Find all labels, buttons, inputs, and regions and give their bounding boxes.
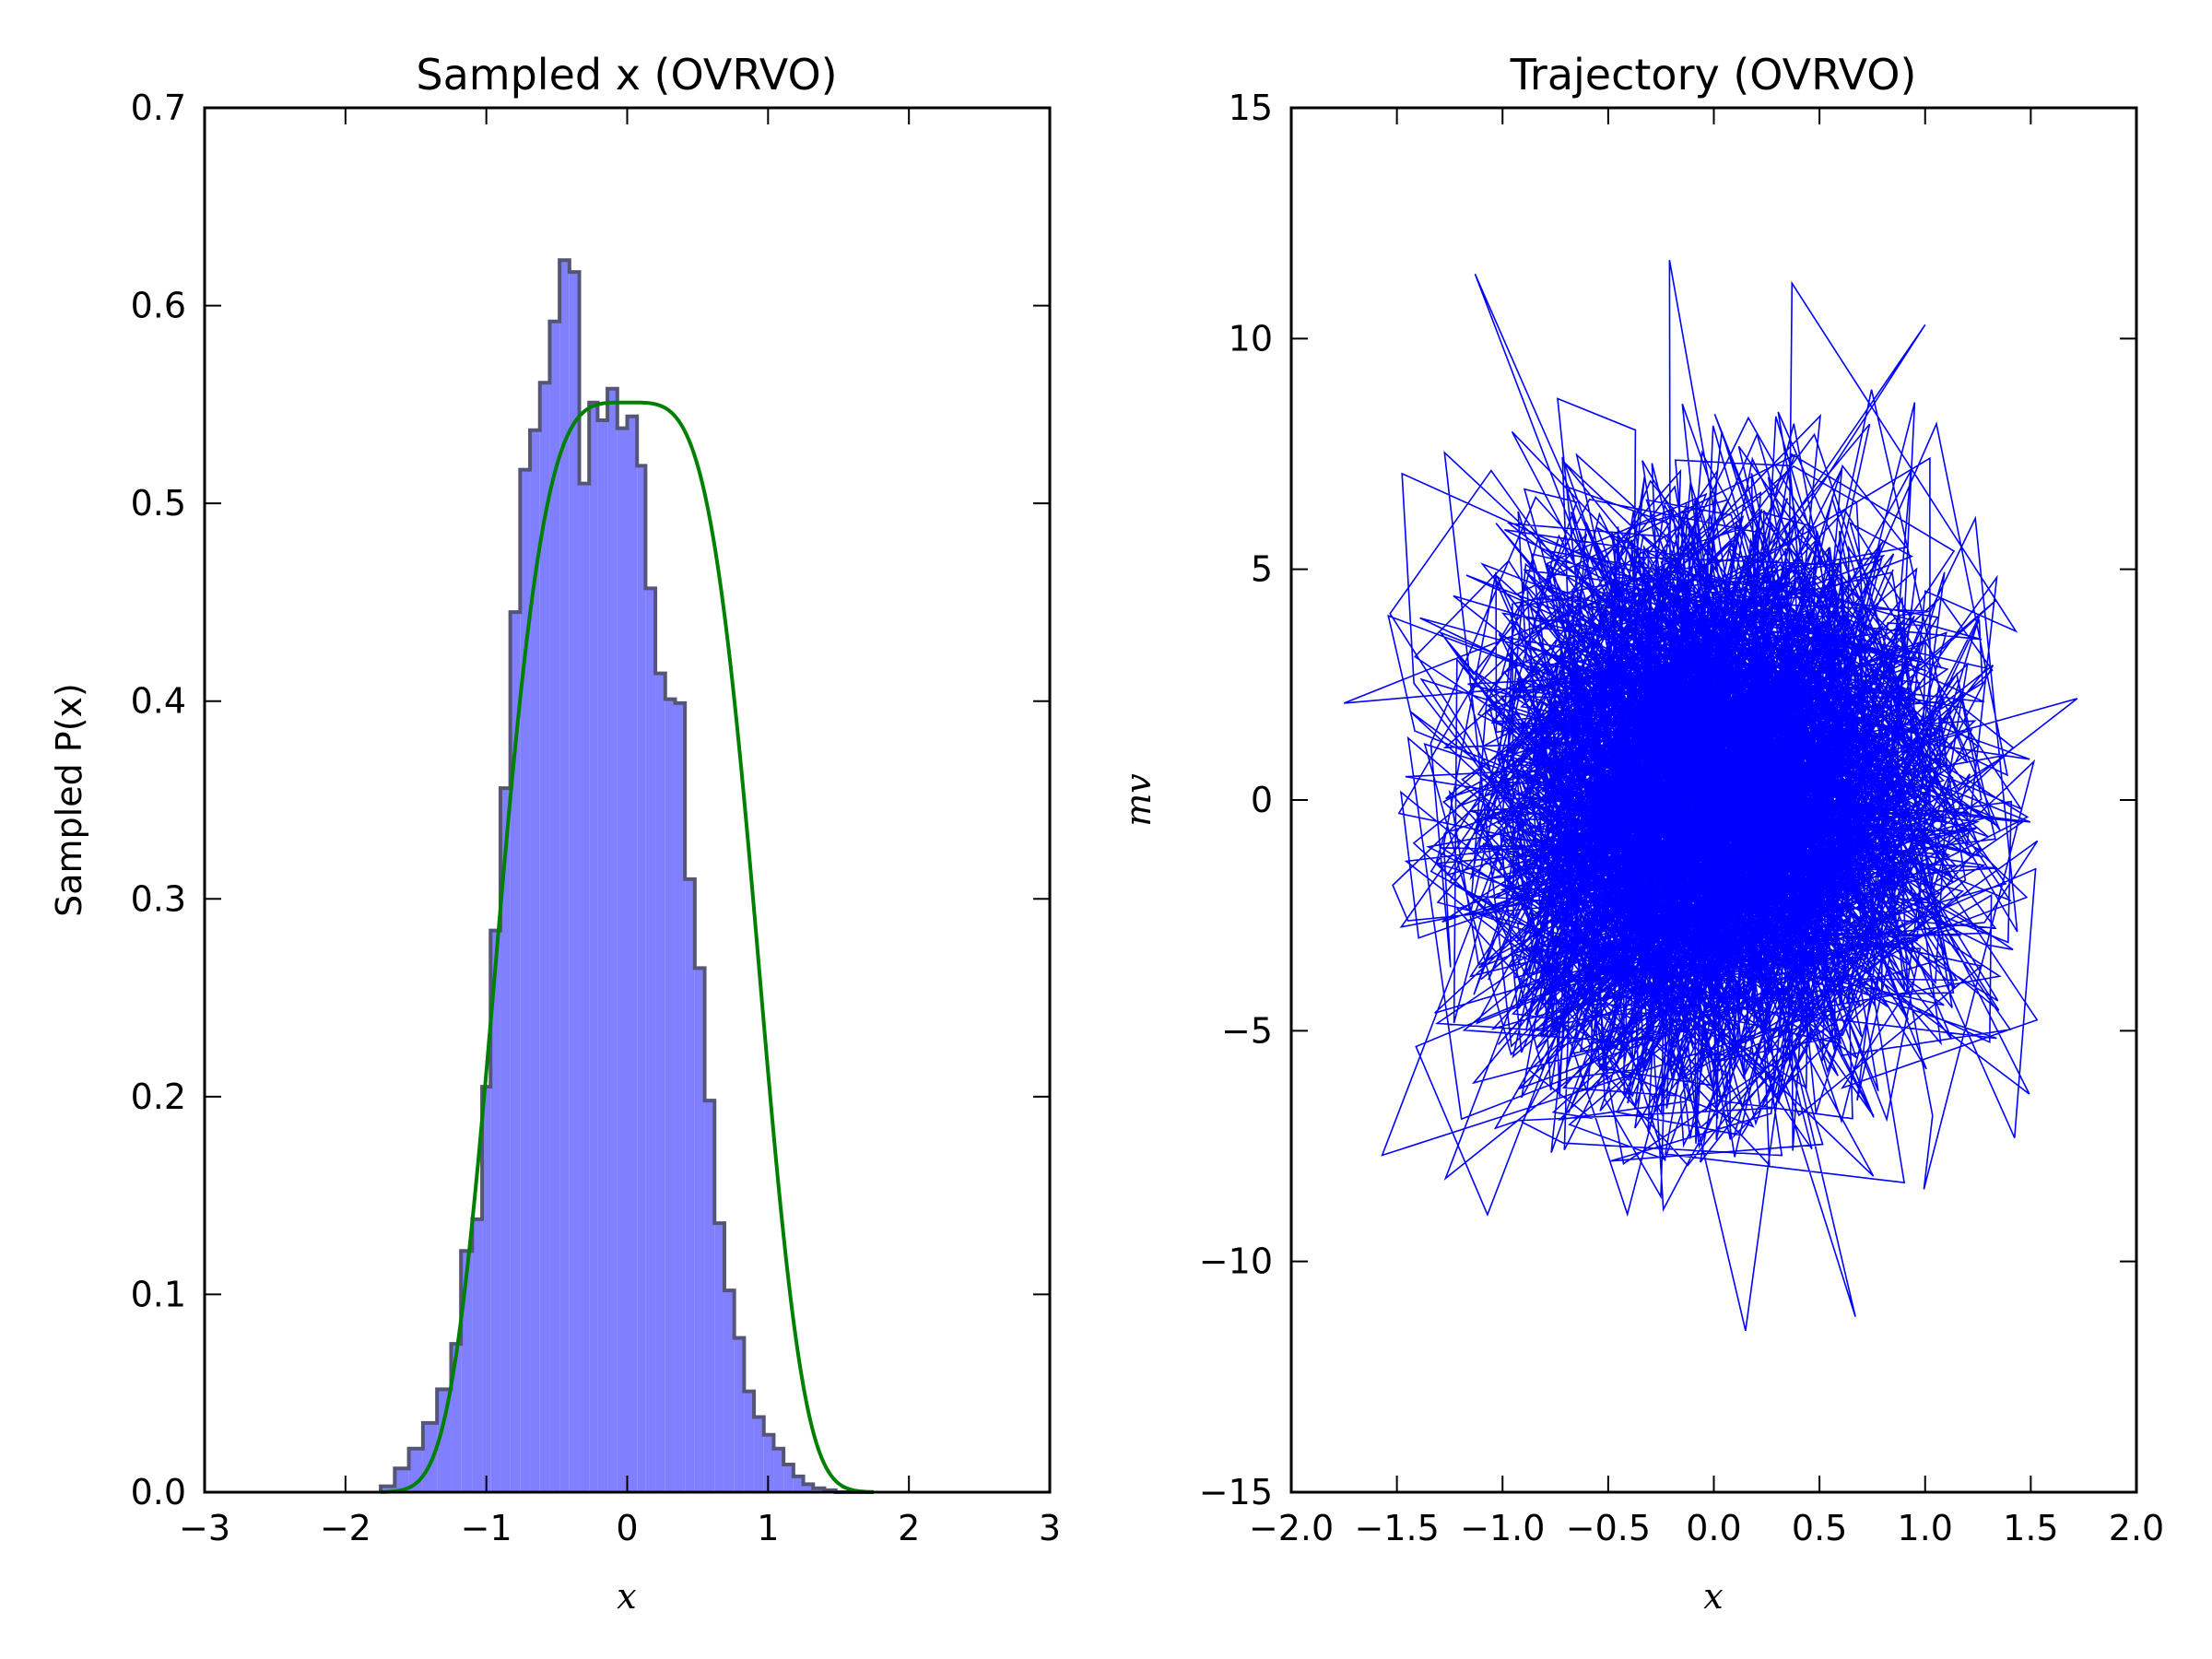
- x-tick-label: 0: [616, 1508, 638, 1548]
- x-tick-label: −0.5: [1566, 1508, 1651, 1548]
- histogram-bar: [704, 1100, 715, 1492]
- trajectory-ticks: −2.0 −1.5 −1.0 −0.5 0.0 0.5 1.0 1.5 2.0 −15 −10 −5 0…: [1199, 88, 2164, 1548]
- x-tick-label: 1.0: [1898, 1508, 1953, 1548]
- histogram-bar: [422, 1422, 438, 1492]
- y-tick-label: 15: [1229, 88, 1273, 128]
- x-tick-label: −2.0: [1249, 1508, 1334, 1548]
- histogram-bar: [627, 416, 638, 1492]
- histogram-bar: [675, 702, 686, 1492]
- y-tick-label: 5: [1251, 549, 1273, 590]
- trajectory-ylabel: mv: [1118, 773, 1159, 827]
- x-tick-label: −1.0: [1460, 1508, 1545, 1548]
- trajectory-title: Trajectory (OVRVO): [1510, 50, 1917, 100]
- x-tick-label: 1.5: [2003, 1508, 2058, 1548]
- x-tick-label: 1: [757, 1508, 779, 1548]
- histogram-ylabel: Sampled P(x): [49, 683, 89, 917]
- y-tick-label: 0.0: [131, 1472, 186, 1512]
- histogram-bar: [490, 930, 500, 1492]
- y-tick-label: 0.6: [131, 286, 186, 326]
- histogram-bar: [724, 1290, 735, 1492]
- histogram-bar: [530, 429, 540, 1492]
- histogram-bar: [589, 402, 598, 1492]
- y-tick-label: −10: [1199, 1241, 1273, 1282]
- trajectory-panel: −2.0 −1.5 −1.0 −0.5 0.0 0.5 1.0 1.5 2.0 −15 −10 −5 0…: [1118, 50, 2164, 1617]
- histogram-bar: [734, 1337, 745, 1492]
- x-tick-label: 3: [1039, 1508, 1061, 1548]
- trajectory-line: [1344, 260, 2078, 1331]
- y-tick-label: 0.7: [131, 88, 186, 128]
- histogram-xlabel: x: [617, 1576, 636, 1617]
- histogram-bar: [451, 1344, 462, 1492]
- x-tick-label: −2: [320, 1508, 371, 1548]
- histogram-bar: [539, 382, 550, 1492]
- histogram-bar: [655, 673, 665, 1492]
- y-tick-label: −15: [1199, 1472, 1273, 1512]
- x-tick-label: −1.5: [1354, 1508, 1439, 1548]
- histogram-bar: [579, 483, 590, 1492]
- histogram-bar: [813, 1488, 825, 1492]
- theoretical-curve: [380, 400, 875, 1494]
- histogram-bar: [500, 788, 511, 1492]
- histogram-bar: [783, 1464, 794, 1492]
- histogram-bar: [714, 1223, 724, 1492]
- histogram-step-outline: [379, 258, 874, 1494]
- histogram-panel: −3 −2 −1 0 1 2 3 0.0 0.1 0.2 0.3 0.4 0.5 0.6 0.7 Sampl…: [49, 50, 1061, 1617]
- histogram-bar: [549, 321, 560, 1492]
- histogram-bar: [472, 1218, 483, 1492]
- histogram-bar: [744, 1391, 755, 1492]
- histogram-bar: [607, 388, 618, 1493]
- y-tick-label: 10: [1229, 318, 1273, 359]
- histogram-title: Sampled x (OVRVO): [416, 50, 837, 100]
- histogram-bar: [763, 1434, 774, 1492]
- histogram-bar: [645, 588, 656, 1492]
- x-tick-label: −3: [179, 1508, 230, 1548]
- x-tick-label: 0.5: [1792, 1508, 1847, 1548]
- histogram-bar: [559, 260, 570, 1493]
- y-tick-label: 0.1: [131, 1274, 186, 1314]
- x-tick-label: 0.0: [1686, 1508, 1741, 1548]
- y-tick-label: 0.5: [131, 483, 186, 524]
- x-tick-label: 2: [898, 1508, 920, 1548]
- histogram-bar: [694, 968, 705, 1492]
- histogram-bar: [637, 465, 646, 1493]
- histogram-bar: [597, 420, 608, 1493]
- y-tick-label: 0: [1251, 780, 1273, 820]
- y-tick-label: 0.3: [131, 878, 186, 919]
- y-tick-label: 0.4: [131, 681, 186, 722]
- histogram-bar: [437, 1389, 452, 1492]
- histogram-bar: [510, 612, 521, 1492]
- histogram-bar: [665, 699, 676, 1492]
- x-tick-label: 2.0: [2109, 1508, 2164, 1548]
- histogram-bar: [569, 272, 580, 1493]
- histogram-bar: [685, 878, 695, 1492]
- y-tick-label: 0.2: [131, 1077, 186, 1117]
- histogram-bar: [482, 1087, 491, 1492]
- histogram-ticks: −3 −2 −1 0 1 2 3 0.0 0.1 0.2 0.3 0.4 0.5 0.6 0.7: [131, 88, 1062, 1548]
- histogram-bar: [381, 1486, 395, 1492]
- histogram-bar: [617, 428, 628, 1492]
- histogram-plot-area: [379, 258, 875, 1494]
- trajectory-xlabel: x: [1703, 1576, 1723, 1617]
- histogram-bar: [520, 469, 531, 1492]
- histogram-bar: [754, 1417, 764, 1492]
- trajectory-plot-area: [1344, 260, 2078, 1331]
- y-tick-label: −5: [1221, 1010, 1273, 1051]
- histogram-bar: [773, 1448, 784, 1492]
- histogram-bar: [394, 1468, 409, 1492]
- histogram-bar: [793, 1476, 804, 1492]
- histogram-bar: [803, 1484, 814, 1492]
- x-tick-label: −1: [461, 1508, 512, 1548]
